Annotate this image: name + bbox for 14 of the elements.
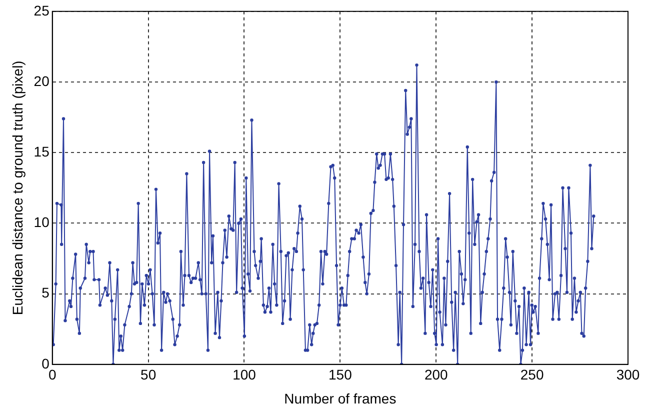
x-tick-label: 150 xyxy=(328,366,352,383)
x-tick-label: 50 xyxy=(140,366,156,383)
y-tick-label: 0 xyxy=(42,355,50,372)
x-tick-label: 100 xyxy=(232,366,256,383)
y-axis-title: Euclidean distance to ground truth (pixel) xyxy=(9,60,26,316)
y-tick-label: 10 xyxy=(34,214,50,230)
x-tick-label: 300 xyxy=(616,366,640,383)
x-tick-label: 250 xyxy=(520,366,544,383)
y-tick-label: 5 xyxy=(42,284,50,301)
x-tick-label: 200 xyxy=(424,366,448,383)
y-tick-label: 15 xyxy=(34,143,50,160)
x-axis-title: Number of frames xyxy=(284,390,396,406)
y-tick-label: 20 xyxy=(34,72,50,89)
y-tick-label: 25 xyxy=(34,2,50,18)
